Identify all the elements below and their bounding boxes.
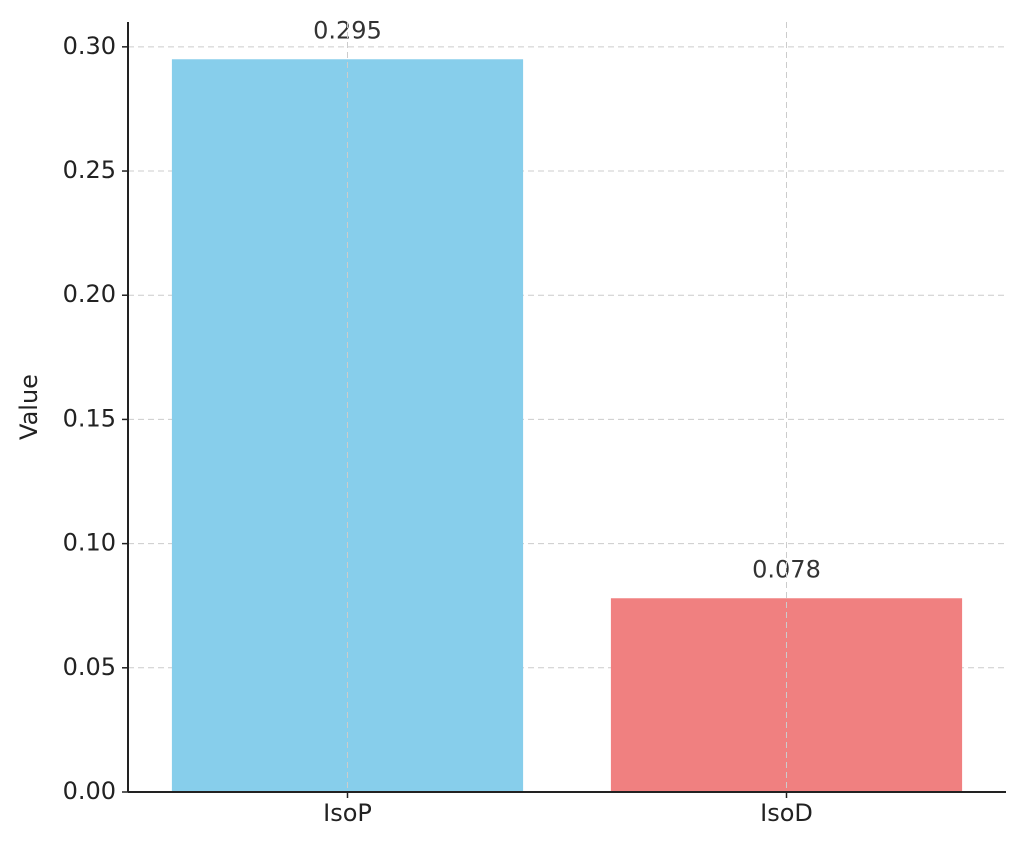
y-tick-label: 0.10 (63, 529, 116, 557)
y-tick-label: 0.30 (63, 32, 116, 60)
y-tick-label: 0.25 (63, 156, 116, 184)
x-tick-label: IsoD (760, 799, 813, 827)
y-tick-label: 0.20 (63, 280, 116, 308)
value-label: 0.078 (752, 555, 821, 583)
y-axis-label: Value (15, 374, 43, 440)
value-label: 0.295 (313, 16, 382, 44)
y-tick-label: 0.00 (63, 777, 116, 805)
x-tick-label: IsoP (323, 799, 372, 827)
y-tick-label: 0.15 (63, 404, 116, 432)
y-tick-label: 0.05 (63, 653, 116, 681)
